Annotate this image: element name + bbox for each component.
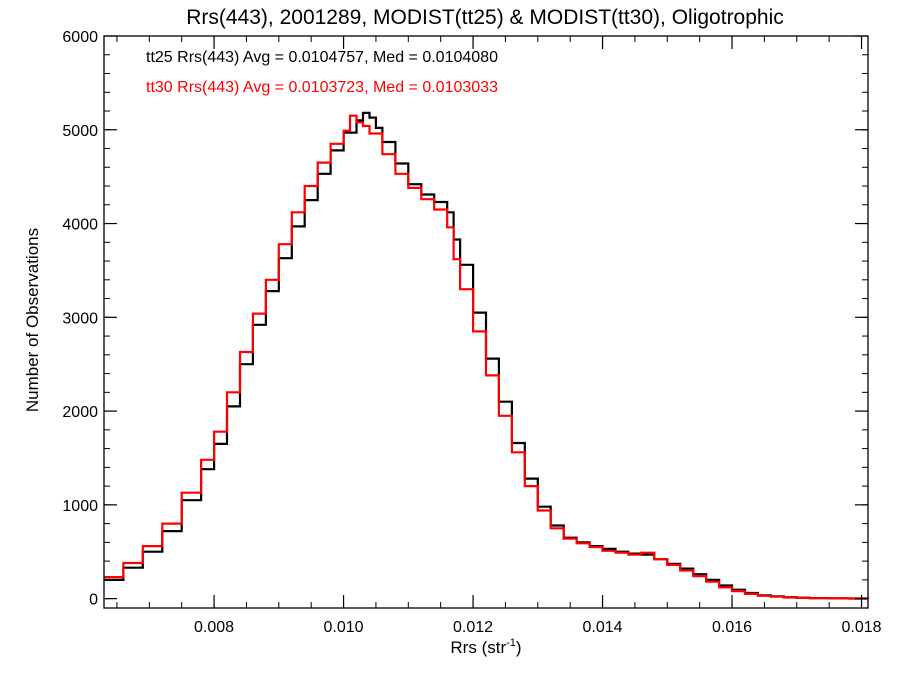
y-tick-label: 5000 — [62, 123, 98, 140]
y-tick-label: 6000 — [62, 29, 98, 46]
legend-tt25: tt25 Rrs(443) Avg = 0.0104757, Med = 0.0… — [146, 49, 498, 66]
y-tick-label: 2000 — [62, 404, 98, 421]
series-tt30-line — [104, 114, 870, 600]
plot-frame — [103, 35, 869, 609]
x-tick-label: 0.018 — [842, 619, 882, 636]
chart-title: Rrs(443), 2001289, MODIST(tt25) & MODIST… — [186, 6, 784, 29]
legend-tt30: tt30 Rrs(443) Avg = 0.0103723, Med = 0.0… — [146, 79, 498, 96]
x-axis-label: Rrs (str-1) — [450, 637, 521, 657]
y-tick-label: 1000 — [62, 498, 98, 515]
y-tick-label: 0 — [89, 592, 98, 609]
y-axis-label: Number of Observations — [23, 228, 42, 412]
x-tick-label: 0.016 — [712, 619, 752, 636]
y-tick-label: 3000 — [62, 310, 98, 327]
y-tick-label: 4000 — [62, 217, 98, 234]
x-tick-label: 0.010 — [324, 619, 364, 636]
x-tick-label: 0.014 — [583, 619, 623, 636]
x-tick-label: 0.012 — [453, 619, 493, 636]
x-axis-label-superscript: -1 — [506, 637, 516, 649]
x-tick-label: 0.008 — [194, 619, 234, 636]
series-layer — [104, 111, 870, 600]
ticks-layer: 0.008 0.010 0.012 0.014 0.016 0.018 0 1000 2000 3… — [62, 29, 881, 636]
legend: tt25 Rrs(443) Avg = 0.0104757, Med = 0.0… — [146, 49, 498, 96]
